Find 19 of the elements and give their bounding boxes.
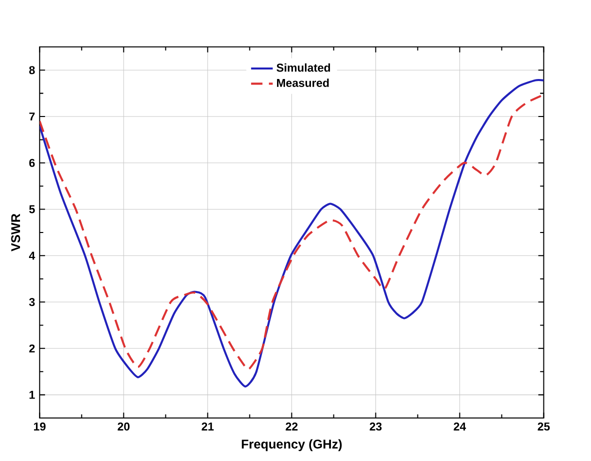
y-tick-label: 8 xyxy=(29,66,35,74)
y-tick-label: 1 xyxy=(30,390,35,399)
y-tick-label: 6 xyxy=(29,158,35,167)
x-tick-label: 19 xyxy=(34,422,46,430)
y-tick-label: 7 xyxy=(29,112,35,120)
y-tick-label: 2 xyxy=(29,344,35,352)
x-tick-label: 20 xyxy=(118,422,130,430)
y-tick-label: 4 xyxy=(29,252,36,260)
y-tick-label: 5 xyxy=(29,205,35,214)
y-tick-label: 3 xyxy=(29,298,35,306)
x-axis-title: Frequency (GHz) xyxy=(242,439,342,451)
legend-label: Simulated xyxy=(276,63,330,72)
x-tick-label: 21 xyxy=(202,422,214,430)
y-axis-title: VSWR xyxy=(11,214,20,252)
x-tick-label: 24 xyxy=(454,422,466,430)
x-tick-label: 23 xyxy=(370,422,382,430)
x-tick-label: 25 xyxy=(538,422,550,430)
x-tick-label: 22 xyxy=(286,422,298,430)
legend-label: Measured xyxy=(277,78,329,87)
